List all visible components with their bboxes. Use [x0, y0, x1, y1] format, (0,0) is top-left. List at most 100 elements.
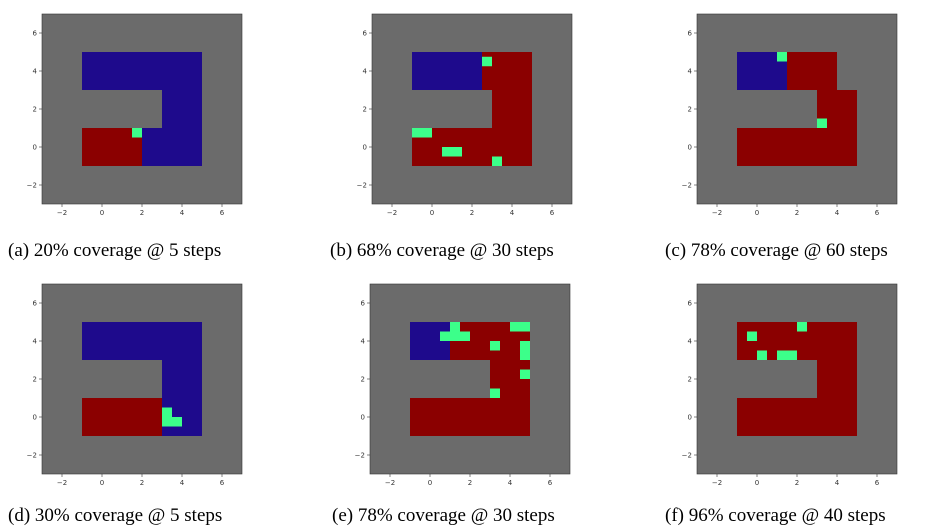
y-tick-label: 6 — [688, 300, 693, 308]
agent-cell — [412, 128, 432, 138]
y-tick-label: 0 — [688, 414, 692, 422]
y-tick-label: 4 — [688, 338, 693, 346]
agent-cell — [510, 322, 530, 332]
x-tick-label: −2 — [385, 479, 395, 487]
y-tick-label: 6 — [33, 300, 38, 308]
y-tick-label: −2 — [27, 182, 37, 190]
agent-cell — [440, 331, 470, 341]
x-tick-label: −2 — [57, 209, 67, 217]
agent-cell — [817, 118, 827, 128]
x-tick-label: 6 — [875, 479, 880, 487]
covered-cell — [817, 360, 857, 436]
covered-cell — [492, 90, 532, 166]
agent-cell — [132, 128, 142, 138]
caption-d: (d) 30% coverage @ 5 steps — [8, 505, 223, 526]
y-tick-label: 0 — [33, 414, 37, 422]
y-tick-label: 6 — [33, 30, 38, 38]
panel-d: −2 −2 0 0 2 2 4 4 6 6 — [20, 280, 250, 495]
chart-e: −2 −2 0 0 2 2 4 4 6 6 — [355, 283, 571, 487]
covered-cell — [82, 398, 162, 436]
covered-cell — [410, 398, 490, 436]
agent-cell — [162, 407, 172, 417]
plot-background — [697, 284, 897, 474]
x-tick-label: 4 — [180, 209, 185, 217]
y-tick-label: 2 — [688, 106, 692, 114]
chart-c: −2 −2 0 0 2 2 4 4 6 6 — [682, 13, 898, 217]
chart-b: −2 −2 0 0 2 2 4 4 6 6 — [357, 13, 573, 217]
uncovered-cell — [82, 322, 202, 360]
panel-a: −2 −2 0 0 2 2 4 4 6 6 — [20, 10, 250, 225]
y-tick-label: 4 — [33, 338, 38, 346]
caption-c: (c) 78% coverage @ 60 steps — [665, 240, 888, 261]
x-tick-label: 2 — [140, 479, 144, 487]
uncovered-cell — [412, 52, 482, 90]
agent-cell — [442, 147, 462, 157]
y-tick-label: −2 — [682, 452, 692, 460]
uncovered-cell — [82, 52, 202, 90]
agent-cell — [757, 350, 767, 360]
x-tick-label: 2 — [140, 209, 144, 217]
agent-cell — [777, 52, 787, 62]
x-tick-label: 0 — [100, 209, 104, 217]
y-tick-label: 2 — [363, 106, 367, 114]
y-tick-label: −2 — [682, 182, 692, 190]
x-tick-label: 4 — [180, 479, 185, 487]
x-tick-label: −2 — [387, 209, 397, 217]
caption-f: (f) 96% coverage @ 40 steps — [665, 505, 886, 526]
y-tick-label: 0 — [33, 144, 37, 152]
x-tick-label: 2 — [795, 209, 799, 217]
y-tick-label: 4 — [361, 338, 366, 346]
y-tick-label: 2 — [33, 376, 37, 384]
panel-b: −2 −2 0 0 2 2 4 4 6 6 — [350, 10, 580, 225]
y-tick-label: 6 — [361, 300, 366, 308]
agent-cell — [777, 350, 797, 360]
agent-cell — [797, 322, 807, 332]
y-tick-label: 0 — [688, 144, 692, 152]
x-tick-label: −2 — [712, 479, 722, 487]
x-tick-label: 6 — [548, 479, 553, 487]
plot-background — [697, 14, 897, 204]
caption-e: (e) 78% coverage @ 30 steps — [332, 505, 555, 526]
x-tick-label: 0 — [428, 479, 432, 487]
x-tick-label: 4 — [510, 209, 515, 217]
caption-a: (a) 20% coverage @ 5 steps — [8, 240, 222, 261]
x-tick-label: 0 — [430, 209, 434, 217]
agent-cell — [747, 331, 757, 341]
uncovered-cell — [162, 90, 202, 166]
x-tick-label: 6 — [875, 209, 880, 217]
y-tick-label: 6 — [363, 30, 368, 38]
y-tick-label: 0 — [363, 144, 367, 152]
chart-f: −2 −2 0 0 2 2 4 4 6 6 — [682, 283, 898, 487]
covered-cell — [787, 52, 837, 90]
panel-c: −2 −2 0 0 2 2 4 4 6 6 — [675, 10, 905, 225]
y-tick-label: 4 — [363, 68, 368, 76]
x-tick-label: 2 — [795, 479, 799, 487]
chart-a: −2 −2 0 0 2 2 4 4 6 6 — [27, 13, 243, 217]
y-tick-label: 2 — [33, 106, 37, 114]
x-tick-label: −2 — [57, 479, 67, 487]
y-tick-label: 0 — [361, 414, 365, 422]
x-tick-label: 4 — [835, 479, 840, 487]
panel-f: −2 −2 0 0 2 2 4 4 6 6 — [675, 280, 905, 495]
x-tick-label: 6 — [220, 209, 225, 217]
y-tick-label: 2 — [361, 376, 365, 384]
agent-cell — [482, 56, 492, 67]
agent-cell — [490, 341, 500, 351]
plot-background — [42, 14, 242, 204]
uncovered-cell — [142, 128, 162, 166]
agent-cell — [490, 388, 500, 398]
x-tick-label: 4 — [508, 479, 513, 487]
y-tick-label: 4 — [688, 68, 693, 76]
x-tick-label: 4 — [835, 209, 840, 217]
covered-cell — [737, 128, 817, 166]
x-tick-label: 2 — [470, 209, 474, 217]
y-tick-label: −2 — [27, 452, 37, 460]
plot-background — [42, 284, 242, 474]
x-tick-label: 0 — [755, 479, 759, 487]
covered-cell — [737, 398, 817, 436]
x-tick-label: 6 — [550, 209, 555, 217]
y-tick-label: 6 — [688, 30, 693, 38]
chart-d: −2 −2 0 0 2 2 4 4 6 6 — [27, 283, 243, 487]
x-tick-label: 0 — [100, 479, 104, 487]
caption-b: (b) 68% coverage @ 30 steps — [330, 240, 554, 261]
